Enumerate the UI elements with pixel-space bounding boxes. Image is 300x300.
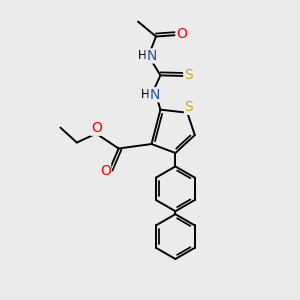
Text: O: O <box>100 164 111 178</box>
Text: N: N <box>146 49 157 63</box>
Text: H: H <box>138 50 146 62</box>
Text: H: H <box>140 88 149 101</box>
Text: O: O <box>176 27 187 41</box>
Text: S: S <box>184 100 193 114</box>
Text: N: N <box>149 88 160 102</box>
Text: S: S <box>184 68 193 82</box>
Text: O: O <box>91 121 102 135</box>
